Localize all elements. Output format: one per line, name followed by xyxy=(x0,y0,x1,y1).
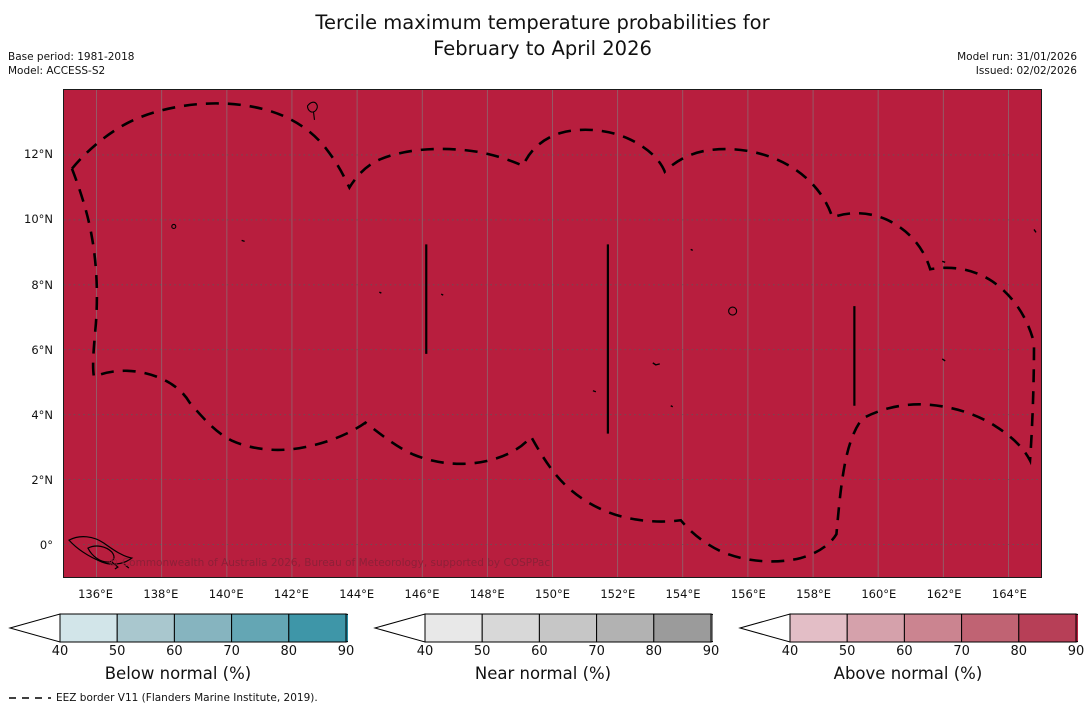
cbar3-cell-4 xyxy=(1018,613,1077,643)
metadata-left: Base period: 1981-2018 Model: ACCESS-S2 xyxy=(8,50,134,78)
x-tick-6: 148°E xyxy=(469,587,505,601)
cbar2-tick-60: 60 xyxy=(531,644,548,659)
x-tick-8: 152°E xyxy=(600,587,636,601)
colorbar-below-normal: 40 50 60 70 80 90 Below normal (%) xyxy=(8,612,355,683)
cbar3-cell-1 xyxy=(846,613,905,643)
x-tick-9: 154°E xyxy=(665,587,701,601)
cbar3-cell-0 xyxy=(789,613,848,643)
cbar2-under-arrow xyxy=(373,613,426,643)
x-tick-0: 136°E xyxy=(78,587,114,601)
colorbar-below-normal-ticks: 40 50 60 70 80 90 xyxy=(8,644,355,661)
y-tick-6: 12°N xyxy=(24,147,53,162)
x-tick-13: 162°E xyxy=(926,587,962,601)
cbar1-cell-2 xyxy=(173,613,233,643)
cbar1-tick-80: 80 xyxy=(280,644,298,659)
y-tick-3: 6°N xyxy=(31,342,53,357)
x-tick-5: 146°E xyxy=(404,587,440,601)
x-tick-1: 138°E xyxy=(143,587,179,601)
cbar1-cell-1 xyxy=(116,613,175,643)
cbar3-over-arrow xyxy=(1075,613,1078,643)
cbar1-tick-70: 70 xyxy=(223,644,240,659)
colorbar-above-normal: 40 50 60 70 80 90 Above normal (%) xyxy=(738,612,1085,683)
cbar3-tick-70: 70 xyxy=(953,644,970,659)
cbar2-tick-90: 90 xyxy=(702,644,720,659)
x-tick-10: 156°E xyxy=(730,587,766,601)
cbar1-tick-90: 90 xyxy=(337,644,355,659)
cbar3-under-arrow xyxy=(738,613,791,643)
issued-text: Issued: 02/02/2026 xyxy=(975,65,1077,77)
footer-eez-text: EEZ border V11 (Flanders Marine Institut… xyxy=(56,692,318,704)
y-tick-1: 2°N xyxy=(31,473,53,488)
base-period-text: Base period: 1981-2018 xyxy=(8,51,135,63)
x-tick-4: 144°E xyxy=(339,587,375,601)
colorbar-above-normal-ticks: 40 50 60 70 80 90 xyxy=(738,644,1085,661)
cbar1-under-arrow xyxy=(8,613,61,643)
colorbar-near-normal-ticks: 40 50 60 70 80 90 xyxy=(373,644,720,661)
cbar2-cell-1 xyxy=(481,613,540,643)
cbar1-tick-50: 50 xyxy=(108,644,126,659)
colorbar-near-normal: 40 50 60 70 80 90 Near normal (%) xyxy=(373,612,720,683)
cbar3-tick-80: 80 xyxy=(1010,644,1028,659)
colorbar-near-normal-label: Near normal (%) xyxy=(474,664,612,683)
x-tick-14: 164°E xyxy=(991,587,1027,601)
x-tick-3: 142°E xyxy=(273,587,309,601)
cbar1-cell-3 xyxy=(231,613,290,643)
y-tick-5: 10°N xyxy=(24,212,53,227)
cbar2-over-arrow xyxy=(710,613,713,643)
footer-eez-legend: EEZ border V11 (Flanders Marine Institut… xyxy=(8,692,318,704)
dashed-line-icon xyxy=(9,697,51,699)
y-tick-0: 0° xyxy=(39,538,53,553)
colorbar-above-normal-swatches xyxy=(738,613,1078,643)
cbar2-tick-50: 50 xyxy=(473,644,491,659)
cbar3-tick-40: 40 xyxy=(781,644,799,659)
cbar2-cell-4 xyxy=(653,613,712,643)
cbar3-tick-90: 90 xyxy=(1067,644,1085,659)
cbar2-tick-80: 80 xyxy=(645,644,663,659)
page-title: Tercile maximum temperature probabilitie… xyxy=(315,11,770,60)
cbar2-tick-70: 70 xyxy=(588,644,605,659)
colorbar-below-normal-swatches xyxy=(8,613,348,643)
cbar2-cell-2 xyxy=(538,613,598,643)
y-tick-2: 4°N xyxy=(31,408,53,422)
cbar3-tick-50: 50 xyxy=(838,644,856,659)
colorbar-near-normal-swatches xyxy=(373,613,713,643)
cbar1-cell-4 xyxy=(288,613,347,643)
cbar3-cell-3 xyxy=(961,613,1020,643)
colorbar-below-normal-label: Below normal (%) xyxy=(104,664,252,683)
gridlines-vertical xyxy=(96,90,1009,577)
cbar1-tick-40: 40 xyxy=(51,644,69,659)
model-text: Model: ACCESS-S2 xyxy=(8,65,106,77)
model-run-text: Model run: 31/01/2026 xyxy=(957,51,1077,63)
cbar1-over-arrow xyxy=(345,613,348,643)
cbar2-cell-0 xyxy=(424,613,483,643)
x-tick-12: 160°E xyxy=(861,587,897,601)
cbar3-cell-2 xyxy=(903,613,963,643)
cbar1-tick-60: 60 xyxy=(166,644,183,659)
x-tick-11: 158°E xyxy=(796,587,832,601)
cbar3-tick-60: 60 xyxy=(896,644,913,659)
eez-border xyxy=(70,102,1036,563)
x-tick-7: 150°E xyxy=(535,587,570,601)
metadata-right: Model run: 31/01/2026 Issued: 02/02/2026 xyxy=(957,50,1077,78)
colorbar-above-normal-label: Above normal (%) xyxy=(833,664,983,683)
y-tick-4: 8°N xyxy=(31,277,53,292)
cbar2-cell-3 xyxy=(596,613,655,643)
map-canvas xyxy=(64,90,1041,577)
map-plot-area xyxy=(63,89,1042,578)
coastline-features xyxy=(68,101,1037,570)
cbar2-tick-40: 40 xyxy=(416,644,434,659)
x-tick-2: 140°E xyxy=(208,587,244,601)
cbar1-cell-0 xyxy=(59,613,118,643)
